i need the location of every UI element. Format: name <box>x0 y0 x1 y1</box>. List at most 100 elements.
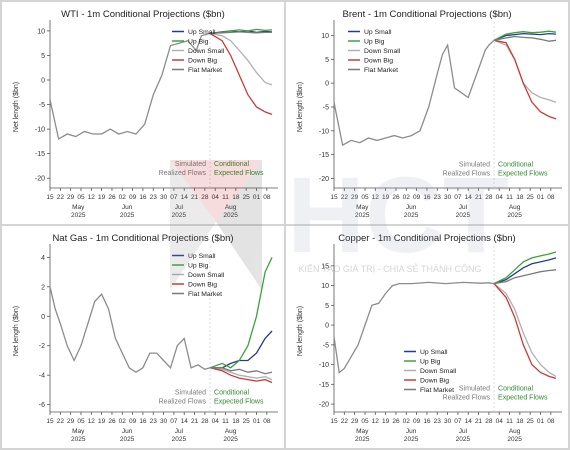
legend-label: Up Small <box>420 349 448 356</box>
x-tick-label: 04 <box>496 194 504 201</box>
x-month-label: Aug <box>225 204 237 211</box>
simulated-label: Simulated <box>175 161 206 168</box>
legend-label: Down Big <box>420 378 449 385</box>
conditional-label: Conditional <box>214 161 249 168</box>
brent-chart: Brent - 1m Conditional Projections ($bn)… <box>297 9 562 219</box>
x-tick-label: 28 <box>485 418 493 425</box>
y-tick-label: -4 <box>39 373 45 380</box>
y-tick-label: -20 <box>319 402 329 409</box>
x-year-label: 2025 <box>404 436 419 443</box>
x-tick-label: 04 <box>496 418 504 425</box>
x-year-label: 2025 <box>355 436 370 443</box>
y-tick-label: -20 <box>319 176 329 183</box>
chart-title: WTI - 1m Conditional Projections ($bn) <box>61 9 225 20</box>
x-tick-label: 01 <box>537 418 545 425</box>
y-tick-label: -10 <box>35 127 45 134</box>
simulated-label: Realized Flows <box>443 171 491 178</box>
x-month-label: Jun <box>406 204 417 211</box>
x-tick-label: 01 <box>253 194 261 201</box>
x-tick-label: 30 <box>444 418 452 425</box>
copper-panel: Copper - 1m Conditional Projections ($bn… <box>286 226 568 448</box>
wti-chart: WTI - 1m Conditional Projections ($bn) -2… <box>13 9 278 219</box>
projection-line-up-big <box>493 251 557 285</box>
x-month-label: Aug <box>509 204 521 211</box>
y-tick-label: -15 <box>35 151 45 158</box>
x-tick-label: 21 <box>191 194 199 201</box>
y-tick-label: -5 <box>39 102 45 109</box>
x-tick-label: 16 <box>423 418 431 425</box>
x-tick-label: 22 <box>341 418 349 425</box>
y-tick-label: 0 <box>41 314 45 321</box>
x-tick-label: 26 <box>392 418 400 425</box>
x-tick-label: 15 <box>46 418 54 425</box>
x-month-label: May <box>356 204 369 211</box>
copper-chart: Copper - 1m Conditional Projections ($bn… <box>297 233 562 443</box>
y-tick-label: 0 <box>325 323 329 330</box>
x-tick-label: 21 <box>475 418 483 425</box>
x-month-label: Aug <box>509 428 521 435</box>
legend-label: Down Big <box>188 58 217 65</box>
projection-line-down-big <box>209 32 273 116</box>
projection-line-up-big <box>209 257 273 369</box>
x-tick-label: 23 <box>434 194 442 201</box>
x-month-label: Jul <box>175 428 184 435</box>
legend-label: Down Big <box>364 58 393 65</box>
x-tick-label: 11 <box>222 194 229 201</box>
y-axis-label: Net length ($bn) <box>13 306 20 356</box>
x-year-label: 2025 <box>404 212 419 219</box>
y-tick-label: -2 <box>39 343 45 350</box>
x-year-label: 2025 <box>120 212 135 219</box>
legend-label: Flat Market <box>188 291 222 298</box>
projection-line-down-big <box>493 283 557 380</box>
simulated-label: Realized Flows <box>159 398 207 405</box>
x-tick-label: 30 <box>160 194 168 201</box>
projection-line-down-small <box>209 32 273 86</box>
x-tick-label: 18 <box>516 194 524 201</box>
conditional-label: Conditional <box>498 385 533 392</box>
conditional-label: Conditional <box>498 162 533 169</box>
x-tick-label: 05 <box>361 194 369 201</box>
x-tick-label: 26 <box>108 194 116 201</box>
projection-line-down-big <box>493 39 557 120</box>
x-tick-label: 16 <box>139 194 147 201</box>
x-month-label: May <box>356 428 369 435</box>
chart-title: Copper - 1m Conditional Projections ($bn… <box>338 233 515 244</box>
x-tick-label: 05 <box>361 418 369 425</box>
x-tick-label: 22 <box>57 194 65 201</box>
conditional-label: Expected Flows <box>214 398 264 405</box>
x-year-label: 2025 <box>456 212 471 219</box>
legend-label: Up Big <box>188 263 209 270</box>
x-tick-label: 18 <box>516 418 524 425</box>
x-tick-label: 09 <box>413 194 421 201</box>
x-tick-label: 18 <box>232 194 240 201</box>
y-axis-label: Net length ($bn) <box>297 82 304 132</box>
realized-line <box>333 39 495 147</box>
y-tick-label: 10 <box>321 33 329 40</box>
x-year-label: 2025 <box>223 436 238 443</box>
x-year-label: 2025 <box>456 436 471 443</box>
natgas-chart: Nat Gas - 1m Conditional Projections ($b… <box>13 233 278 443</box>
legend-label: Down Big <box>188 282 217 289</box>
chart-title: Brent - 1m Conditional Projections ($bn) <box>343 9 512 20</box>
x-tick-label: 16 <box>139 418 147 425</box>
x-tick-label: 19 <box>98 194 106 201</box>
y-tick-label: 5 <box>325 57 329 64</box>
x-year-label: 2025 <box>172 436 187 443</box>
x-tick-label: 12 <box>372 418 380 425</box>
x-tick-label: 04 <box>212 194 220 201</box>
simulated-label: Simulated <box>175 389 206 396</box>
projection-line-flat-market <box>209 31 272 35</box>
simulated-label: Simulated <box>459 385 490 392</box>
x-tick-label: 01 <box>253 418 261 425</box>
x-year-label: 2025 <box>355 212 370 219</box>
projection-line-up-big <box>493 30 557 41</box>
legend-label: Up Big <box>420 359 441 366</box>
y-tick-label: 15 <box>321 263 329 270</box>
x-tick-label: 07 <box>454 194 462 201</box>
legend-label: Flat Market <box>364 67 398 74</box>
x-tick-label: 09 <box>413 418 421 425</box>
x-tick-label: 01 <box>537 194 545 201</box>
projection-line-flat-market <box>493 269 557 285</box>
x-year-label: 2025 <box>507 212 522 219</box>
